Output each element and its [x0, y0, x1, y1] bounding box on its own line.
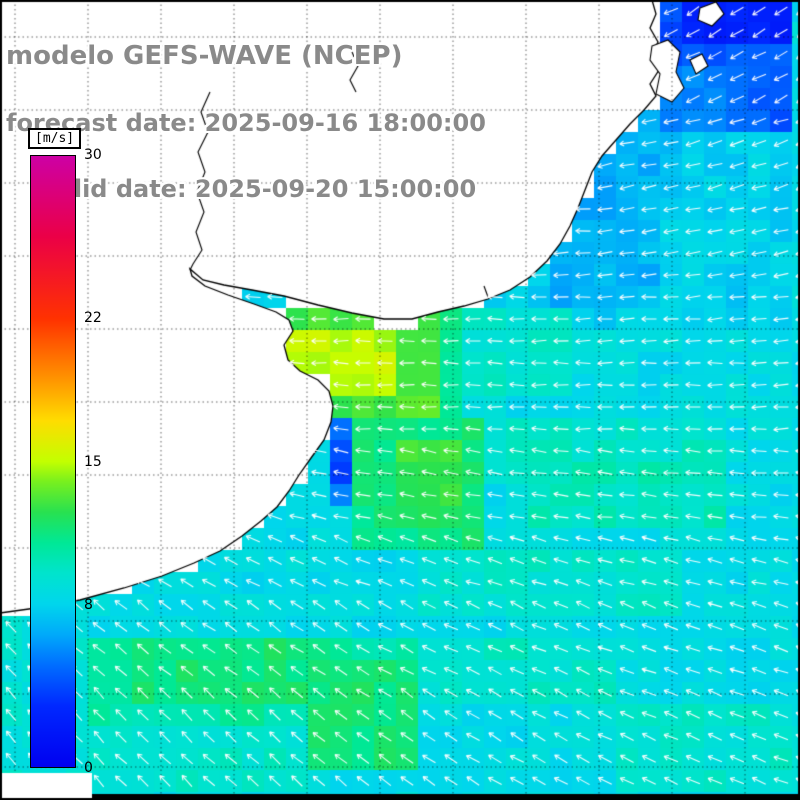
colorbar-tick-label: 15	[84, 453, 102, 470]
map-title-block: modelo GEFS-WAVE (NCEP) forecast date: 2…	[6, 4, 486, 241]
forecast-date-label: forecast date: 2025-09-16 18:00:00	[6, 109, 486, 137]
colorbar-tick-label: 30	[84, 147, 102, 163]
colorbar-tick-label: 0	[84, 760, 93, 776]
model-title: modelo GEFS-WAVE (NCEP)	[6, 41, 403, 71]
colorbar-tick-label: 8	[84, 596, 93, 613]
colorbar-units-label: [m/s]	[28, 128, 82, 149]
colorbar-gradient	[30, 155, 76, 768]
colorbar-tick-label: 22	[84, 310, 102, 327]
valid-date-label: valid date: 2025-09-20 15:00:00	[42, 175, 477, 203]
